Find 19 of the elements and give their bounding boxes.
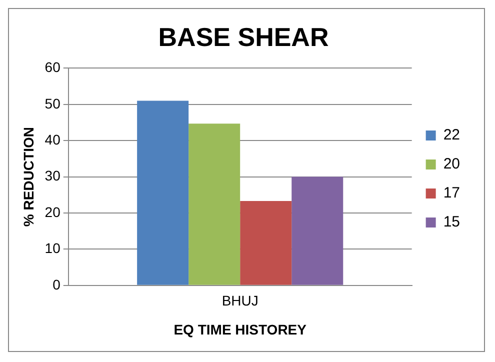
bar [240, 201, 292, 285]
x-tick-label: BHUJ [222, 292, 258, 309]
bar [292, 176, 344, 285]
y-axis-title: % REDUCTION [20, 127, 36, 227]
y-tick-label: 20 [44, 204, 61, 220]
y-tick-label: 10 [44, 240, 61, 256]
y-tick-label: 40 [44, 131, 61, 148]
y-tick-label: 60 [44, 59, 61, 76]
x-axis-title: EQ TIME HISTOREY [174, 321, 308, 338]
chart-title: BASE SHEAR [158, 22, 329, 52]
bar [188, 124, 240, 285]
legend-label: 22 [443, 126, 460, 144]
y-tick-label: 0 [52, 276, 61, 292]
legend-label: 15 [443, 214, 460, 231]
bar [137, 100, 189, 285]
legend-label: 17 [443, 184, 460, 202]
y-tick-label: 50 [44, 95, 61, 112]
legend-label: 20 [443, 156, 460, 173]
y-tick-label: 30 [44, 168, 61, 184]
